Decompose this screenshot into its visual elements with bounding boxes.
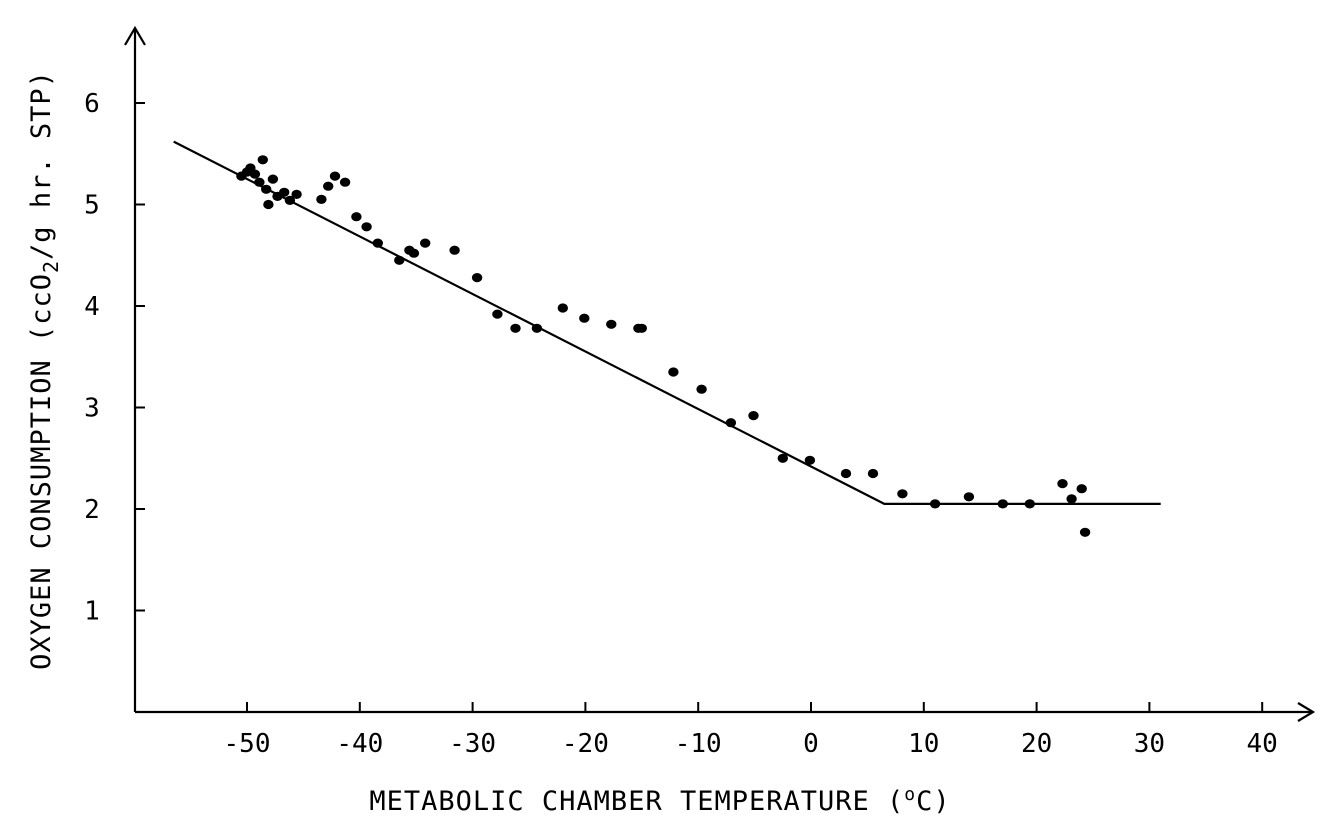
data-point	[840, 468, 852, 479]
data-point	[279, 187, 290, 197]
data-point	[351, 212, 362, 222]
data-point	[1076, 484, 1087, 494]
data-point	[339, 177, 351, 187]
data-point	[696, 384, 707, 394]
data-point	[531, 323, 543, 333]
y-axis-title-main: OXYGEN CONSUMPTION (ccO	[26, 273, 57, 670]
y-tick-label: 5	[84, 191, 100, 221]
data-point	[316, 194, 327, 204]
data-points	[236, 155, 1091, 537]
x-tick-label: -30	[449, 729, 496, 759]
x-tick-label: 0	[803, 729, 819, 759]
data-point	[254, 177, 265, 187]
x-tick-label: 10	[908, 729, 939, 759]
x-tick-label: -20	[562, 729, 609, 759]
x-tick-label: 20	[1021, 729, 1052, 759]
data-point	[579, 313, 590, 323]
y-tick-label: 2	[84, 495, 100, 525]
fit-line-group	[173, 140, 1161, 505]
y-axis-title: OXYGEN CONSUMPTION (ccO2/g hr. STP)	[26, 70, 63, 670]
data-point	[263, 199, 274, 210]
data-point	[257, 155, 268, 165]
data-point	[449, 245, 460, 255]
y-tick-label: 6	[84, 89, 100, 119]
data-point	[420, 238, 431, 248]
fit-line	[173, 140, 1161, 505]
data-point	[636, 323, 647, 333]
data-point	[329, 171, 341, 181]
data-point	[1057, 479, 1068, 489]
data-point	[408, 248, 420, 258]
data-point	[777, 453, 788, 463]
x-axis-title-main: METABOLIC CHAMBER TEMPERATURE (	[369, 786, 904, 817]
data-point	[668, 367, 679, 377]
data-point	[261, 184, 272, 194]
data-point	[1066, 494, 1077, 504]
x-tick-label: 40	[1247, 729, 1278, 759]
y-tick-label: 4	[84, 292, 100, 322]
x-axis-title-unit: C)	[916, 786, 951, 817]
data-point	[372, 238, 383, 248]
y-axis-title-subscript: 2	[39, 260, 63, 273]
data-point	[267, 174, 279, 184]
data-point	[897, 489, 908, 499]
data-point	[471, 273, 483, 283]
y-axis-arrowhead	[124, 25, 146, 46]
x-axis-arrowhead	[1297, 702, 1316, 722]
x-tick-label: 30	[1134, 729, 1165, 759]
data-point	[1079, 527, 1091, 537]
data-point	[492, 309, 503, 319]
x-tick-label: -40	[336, 729, 383, 759]
data-point	[748, 411, 759, 421]
x-axis-title-degree: o	[904, 784, 916, 805]
x-tick-label: -50	[224, 729, 271, 759]
data-point	[606, 319, 617, 329]
data-point	[291, 189, 302, 199]
ticks: -50 -40 -30 -20 -10 0 10 20 30 40 1 2 3 4 5 6	[84, 89, 1278, 759]
data-point	[725, 418, 737, 428]
data-point	[361, 222, 372, 232]
x-axis-title: METABOLIC CHAMBER TEMPERATURE (oC)	[369, 784, 950, 817]
x-tick-label: -10	[675, 729, 722, 759]
y-axis-title-per-gram: /g	[26, 225, 57, 260]
y-tick-label: 1	[84, 597, 100, 627]
y-tick-label: 3	[84, 394, 100, 424]
data-point	[510, 323, 521, 333]
data-point	[963, 492, 975, 502]
data-point	[284, 195, 296, 205]
data-point	[804, 455, 816, 465]
axes	[124, 25, 1316, 722]
data-point	[323, 181, 334, 191]
data-point	[1024, 499, 1036, 509]
data-point	[249, 169, 261, 179]
y-axis-title-end: hr. STP)	[26, 70, 57, 225]
data-point	[394, 255, 405, 265]
data-point	[997, 499, 1008, 509]
data-point	[557, 303, 568, 313]
data-point	[867, 468, 879, 479]
data-point	[929, 499, 941, 509]
